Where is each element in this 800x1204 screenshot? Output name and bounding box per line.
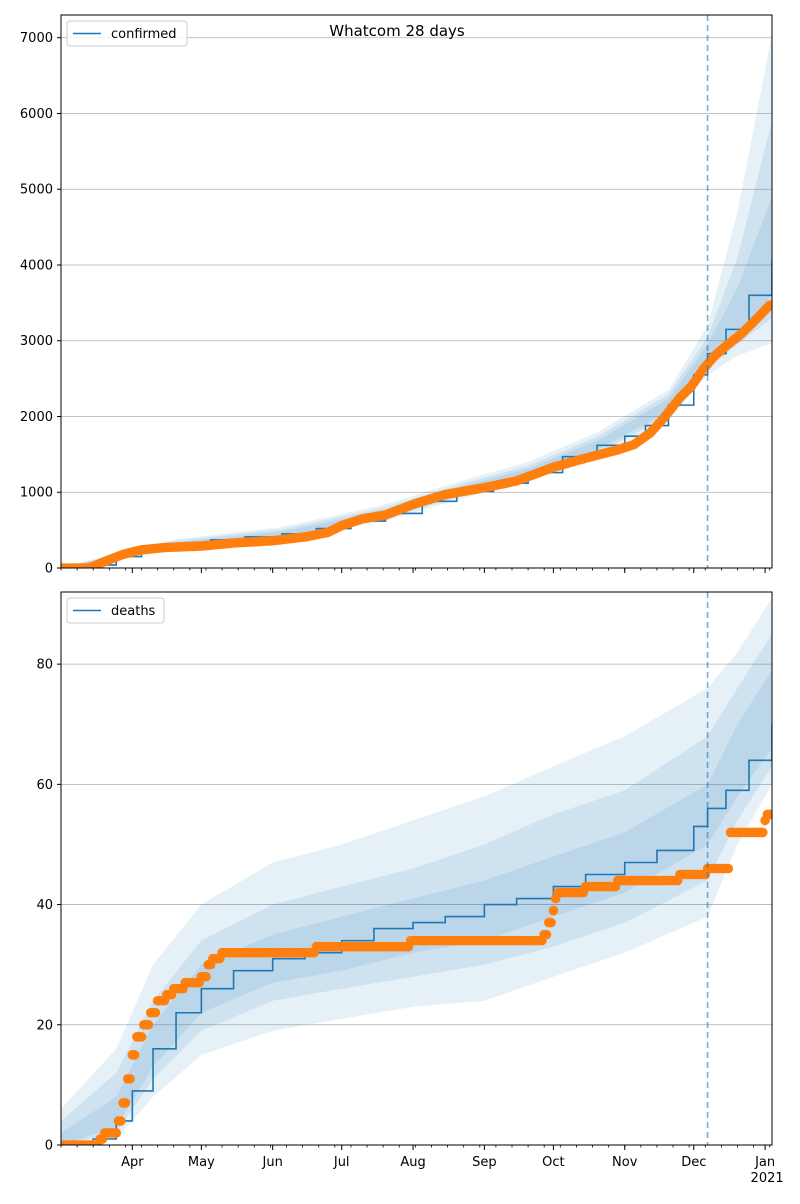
observed-point [541, 929, 552, 940]
confidence-band [61, 634, 772, 1145]
legend-box [66, 20, 188, 47]
observed-point [201, 971, 211, 982]
legend-box [66, 597, 165, 624]
observed-point [546, 917, 556, 928]
band-group [61, 598, 772, 1145]
observed-point [764, 300, 772, 310]
x-tick-label: May [188, 1155, 215, 1170]
x-tick-label: Oct [542, 1155, 564, 1170]
y-tick-label: 4000 [20, 258, 53, 273]
confidence-band [61, 196, 772, 568]
y-tick-label: 7000 [20, 31, 53, 46]
chart-title: Whatcom 28 days [329, 22, 465, 40]
x-tick-label: Dec [681, 1155, 706, 1170]
y-tick-label: 6000 [20, 107, 53, 122]
observed-point [129, 1050, 140, 1060]
observed-point [548, 905, 559, 916]
chart-panel-1: 0 1000 2000 3000 4000 5000 6000 7000 confirmed [20, 14, 773, 577]
x-tick-label: Jun [262, 1155, 283, 1170]
y-tick-label: 40 [36, 898, 53, 913]
axes-frame [60, 14, 773, 569]
y-tick-label: 3000 [20, 334, 53, 349]
observed-point [150, 1007, 161, 1018]
x-tick-label: Apr [121, 1155, 144, 1170]
observed-point [143, 1019, 154, 1030]
observed-point [116, 1116, 126, 1126]
axes-frame [60, 591, 773, 1146]
legend-label: deaths [111, 604, 156, 619]
y-tick-label: 5000 [20, 183, 53, 198]
y-tick-label: 0 [45, 562, 53, 577]
observed-series [61, 300, 772, 568]
observed-series [61, 809, 772, 1145]
x-year-label: 2021 [751, 1171, 784, 1186]
band-group [61, 33, 772, 568]
observed-point [136, 1032, 147, 1042]
y-tick-label: 2000 [20, 410, 53, 425]
x-tick-label: Nov [612, 1155, 638, 1170]
chart-panel-2: 0 20 40 60 80 Apr May Jun Jul Aug Sep Oct Nov Dec Jan2… [36, 591, 784, 1186]
y-tick-label: 60 [36, 778, 53, 793]
legend: deaths [66, 597, 165, 624]
y-tick-label: 0 [45, 1139, 53, 1154]
observed-point [723, 863, 734, 874]
y-tick-label: 20 [36, 1018, 53, 1033]
observed-point [120, 1098, 131, 1108]
x-tick-label: Jan [754, 1155, 775, 1170]
confidence-band [61, 33, 772, 568]
y-tick-label: 1000 [20, 486, 53, 501]
model-series-line [61, 724, 772, 1145]
x-tick-label: Jul [333, 1155, 350, 1170]
confidence-band [61, 670, 772, 1145]
observed-point [757, 827, 768, 838]
y-tick-label: 80 [36, 658, 53, 673]
legend-label: confirmed [111, 27, 177, 42]
observed-point [767, 809, 772, 820]
observed-point [111, 1128, 122, 1138]
legend: confirmed [66, 20, 188, 47]
confidence-band [61, 598, 772, 1145]
observed-point [125, 1074, 135, 1084]
x-tick-label: Aug [400, 1155, 425, 1170]
x-tick-label: Sep [472, 1155, 497, 1170]
